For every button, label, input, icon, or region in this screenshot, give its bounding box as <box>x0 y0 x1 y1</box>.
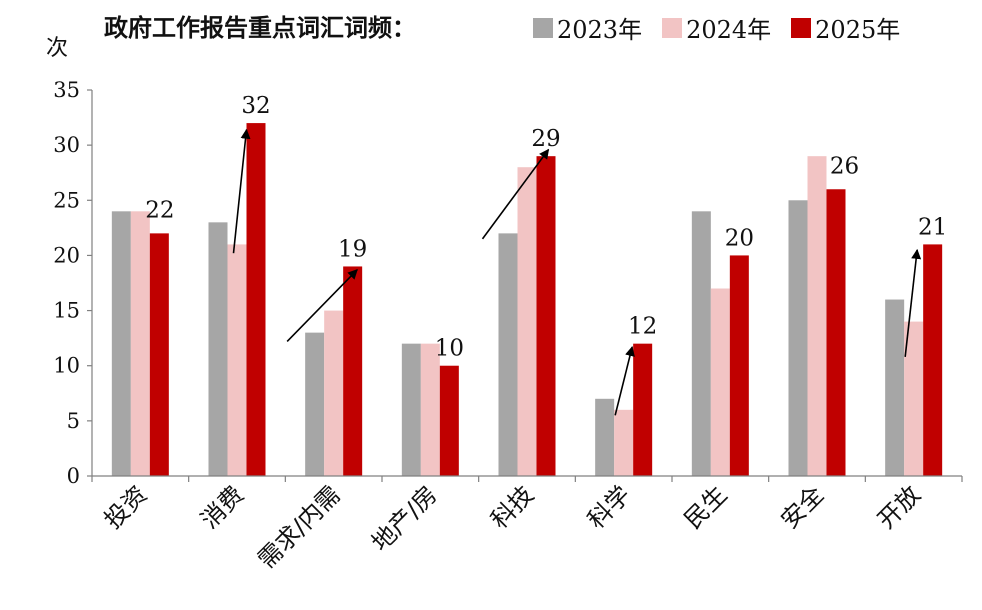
x-category-label-3: 地产/房 <box>366 480 442 556</box>
legend-swatch-2024 <box>662 17 683 38</box>
x-category-label-7: 安全 <box>776 480 830 534</box>
legend-label-2025: 2025年 <box>815 16 901 44</box>
bar-2024-6 <box>710 288 730 476</box>
bar-2025-5 <box>633 343 653 476</box>
bar-2023-8 <box>885 299 905 476</box>
legend-item-2023: 2023年 <box>533 10 642 45</box>
y-tick-label-4: 20 <box>53 243 80 267</box>
data-label-2025-7: 26 <box>830 153 859 179</box>
y-tick-label-2: 10 <box>53 354 80 378</box>
legend-item-2025: 2025年 <box>791 10 900 45</box>
y-tick-label-0: 0 <box>67 464 80 488</box>
trend-arrow-2 <box>481 148 550 240</box>
legend-label-2024: 2024年 <box>686 16 772 44</box>
bar-2025-1 <box>246 123 266 476</box>
data-label-2025-3: 10 <box>435 336 464 362</box>
bar-2025-7 <box>826 189 846 476</box>
bar-2024-2 <box>324 310 344 476</box>
data-label-2025-8: 21 <box>918 214 947 240</box>
data-label-2025-0: 22 <box>145 197 174 223</box>
bar-2025-3 <box>439 365 459 476</box>
x-category-label-6: 民生 <box>679 480 733 534</box>
x-category-label-5: 科学 <box>582 480 636 534</box>
bar-2023-7 <box>788 200 808 477</box>
x-category-label-1: 消费 <box>196 480 250 534</box>
legend-label-2023: 2023年 <box>557 16 643 44</box>
data-label-2025-6: 20 <box>725 225 754 251</box>
bar-2023-1 <box>208 222 228 476</box>
x-category-label-0: 投资 <box>99 480 153 534</box>
trend-arrow-4 <box>904 248 922 357</box>
trend-arrow-3 <box>614 345 635 416</box>
data-label-2025-1: 32 <box>241 93 270 119</box>
bar-2024-5 <box>614 409 634 476</box>
bar-2024-4 <box>517 167 537 476</box>
y-tick-label-7: 35 <box>53 78 80 102</box>
legend-swatch-2025 <box>791 17 812 38</box>
x-category-label-4: 科技 <box>486 480 540 534</box>
chart-legend: 2023年 2024年 2025年 <box>533 10 900 45</box>
data-label-2025-4: 29 <box>531 126 560 152</box>
bar-2024-7 <box>807 156 827 476</box>
bar-2023-5 <box>595 398 615 476</box>
chart-title: 政府工作报告重点词汇词频： <box>104 14 416 42</box>
bar-2024-0 <box>130 211 150 477</box>
bar-2023-6 <box>691 211 711 477</box>
y-axis-unit-label: 次 <box>46 36 69 61</box>
legend-item-2024: 2024年 <box>662 10 771 45</box>
x-category-label-2: 需求/内需 <box>253 480 346 573</box>
data-label-2025-5: 12 <box>628 314 657 340</box>
legend-swatch-2023 <box>533 17 553 38</box>
bar-2024-1 <box>227 244 247 476</box>
trend-arrow-1 <box>286 269 358 343</box>
bar-2025-6 <box>729 255 749 476</box>
bar-2025-0 <box>149 233 169 476</box>
data-label-2025-2: 19 <box>338 236 367 262</box>
trend-arrow-0 <box>232 128 251 254</box>
y-tick-label-3: 15 <box>53 299 80 323</box>
bar-2023-4 <box>498 233 518 476</box>
bar-2025-4 <box>536 156 556 476</box>
bar-2023-3 <box>401 343 421 476</box>
y-tick-label-1: 5 <box>67 409 80 433</box>
bar-2025-2 <box>343 266 363 476</box>
y-tick-label-5: 25 <box>53 188 80 212</box>
bar-2024-8 <box>904 321 924 476</box>
bar-2023-0 <box>111 211 131 477</box>
x-category-label-8: 开放 <box>872 480 926 534</box>
bar-2023-2 <box>305 332 325 476</box>
bar-2025-8 <box>923 244 943 476</box>
y-tick-label-6: 30 <box>53 133 80 157</box>
bar-2024-3 <box>420 343 440 476</box>
